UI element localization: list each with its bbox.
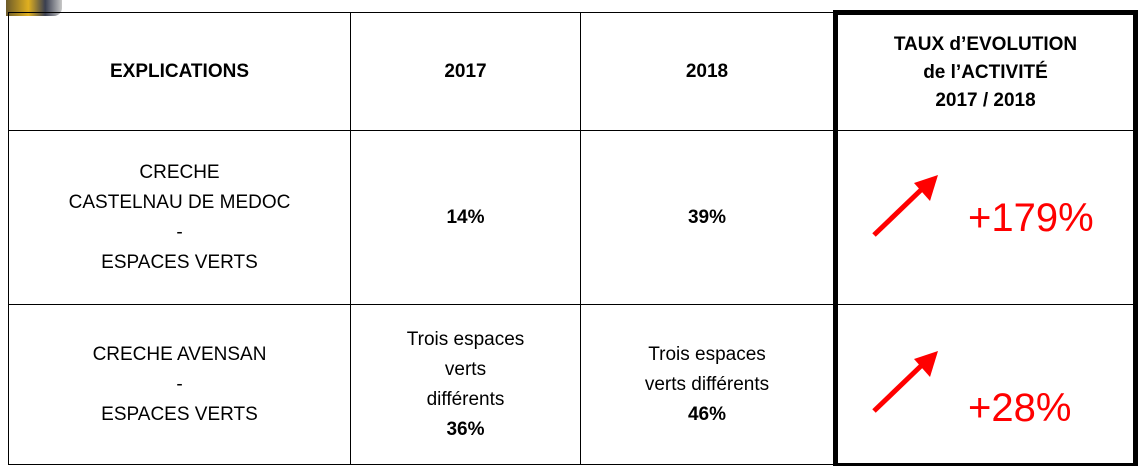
evolution-rate: +28%: [968, 386, 1072, 430]
data-cell: 39%: [580, 130, 836, 305]
cell-text: verts: [444, 358, 487, 380]
up-arrow: [872, 175, 938, 237]
percent-value: 14%: [446, 206, 485, 228]
cell-text: CASTELNAU DE MEDOC: [68, 191, 291, 213]
cell-text: verts différents: [644, 373, 770, 395]
header-cell: TAUX d’EVOLUTION de l’ACTIVITÉ 2017 / 2018: [833, 10, 1138, 131]
header-text: 2017 / 2018: [935, 89, 1036, 111]
cell-text: CRECHE: [139, 161, 220, 183]
cell-text: -: [176, 221, 183, 243]
data-cell: 14%: [350, 130, 581, 305]
activity-table: EXPLICATIONS 2017 2018 TAUX d’EVOLUTION de l…: [8, 10, 1138, 466]
header-cell: 2018: [580, 12, 836, 131]
cell-text: différents: [426, 388, 505, 410]
header-cell: EXPLICATIONS: [8, 12, 351, 131]
data-cell: +179%: [833, 130, 1138, 305]
cell-text: -: [176, 373, 183, 395]
data-cell: CRECHE CASTELNAU DE MEDOC - ESPACES VERTS: [8, 130, 351, 305]
header-text: de l’ACTIVITÉ: [923, 61, 1048, 83]
header-text: 2017: [444, 60, 487, 82]
percent-value: 46%: [687, 403, 727, 425]
data-cell: +28%: [833, 304, 1138, 466]
cell-text: CRECHE AVENSAN: [92, 343, 267, 365]
up-arrow: [872, 351, 938, 413]
cell-text: ESPACES VERTS: [101, 251, 258, 273]
header-text: TAUX d’EVOLUTION: [893, 33, 1078, 55]
cell-text: Trois espaces: [648, 343, 766, 365]
data-cell: Trois espaces verts différents 36%: [350, 304, 581, 465]
percent-value: 36%: [446, 418, 485, 440]
header-cell: 2017: [350, 12, 581, 131]
header-row: EXPLICATIONS 2017 2018 TAUX d’EVOLUTION de l…: [8, 10, 1138, 131]
data-cell: CRECHE AVENSAN - ESPACES VERTS: [8, 304, 351, 465]
data-cell: Trois espaces verts différents 46%: [580, 304, 836, 465]
data-row: CRECHE AVENSAN - ESPACES VERTS Trois espace…: [8, 304, 1138, 466]
data-row: CRECHE CASTELNAU DE MEDOC - ESPACES VERTS 14…: [8, 130, 1138, 305]
cell-text: ESPACES VERTS: [101, 403, 258, 425]
header-text: 2018: [685, 60, 729, 82]
percent-value: 39%: [687, 206, 727, 228]
header-text: EXPLICATIONS: [110, 60, 249, 82]
evolution-rate: +179%: [968, 196, 1094, 240]
cell-text: Trois espaces: [406, 328, 525, 350]
